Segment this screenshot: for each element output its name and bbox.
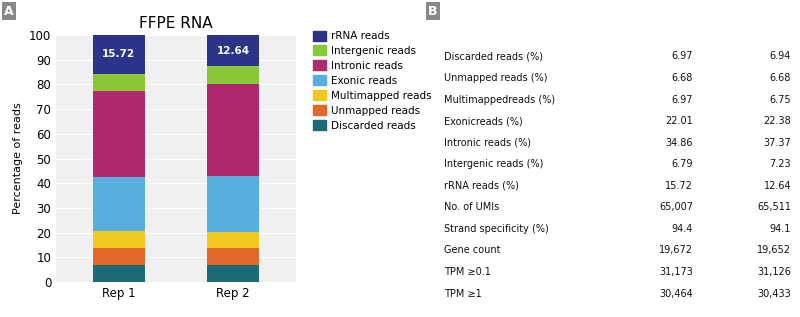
Text: No. of UMIs: No. of UMIs <box>444 202 499 212</box>
Bar <box>207 35 259 66</box>
Text: Discarded reads (%): Discarded reads (%) <box>444 51 543 61</box>
Bar <box>93 91 145 177</box>
Text: TPM ≥0.1: TPM ≥0.1 <box>444 267 491 277</box>
Text: 6.75: 6.75 <box>770 94 791 105</box>
Text: TPM ≥1: TPM ≥1 <box>444 288 482 299</box>
Text: 19,652: 19,652 <box>757 245 791 256</box>
Bar <box>93 249 145 265</box>
Text: Gene count: Gene count <box>444 245 501 256</box>
Text: 6.97: 6.97 <box>672 94 693 105</box>
Text: 37.37: 37.37 <box>763 138 791 148</box>
Title: FFPE RNA: FFPE RNA <box>139 16 213 31</box>
Bar <box>93 35 145 74</box>
Text: 7.23: 7.23 <box>770 159 791 169</box>
Text: 12.64: 12.64 <box>217 46 250 55</box>
Text: Intronic reads (%): Intronic reads (%) <box>444 138 531 148</box>
Text: Multimappedreads (%): Multimappedreads (%) <box>444 94 555 105</box>
Text: Unmapped reads (%): Unmapped reads (%) <box>444 73 548 83</box>
Text: 31,173: 31,173 <box>659 267 693 277</box>
Text: 6.68: 6.68 <box>672 73 693 83</box>
Y-axis label: Percentage of reads: Percentage of reads <box>14 103 23 214</box>
Bar <box>93 231 145 249</box>
Text: 34.86: 34.86 <box>666 138 693 148</box>
Text: Exonicreads (%): Exonicreads (%) <box>444 116 523 126</box>
Text: 22.38: 22.38 <box>763 116 791 126</box>
Bar <box>207 249 259 265</box>
Bar <box>93 265 145 282</box>
Text: 6.97: 6.97 <box>672 51 693 61</box>
Text: 31,126: 31,126 <box>758 267 791 277</box>
Text: 19,672: 19,672 <box>659 245 693 256</box>
Text: 30,464: 30,464 <box>659 288 693 299</box>
Text: 30,433: 30,433 <box>758 288 791 299</box>
Bar <box>207 232 259 249</box>
Text: 6.79: 6.79 <box>672 159 693 169</box>
Legend: rRNA reads, Intergenic reads, Intronic reads, Exonic reads, Multimapped reads, U: rRNA reads, Intergenic reads, Intronic r… <box>314 30 431 131</box>
Text: Replicate 1: Replicate 1 <box>627 29 693 39</box>
Bar <box>93 177 145 231</box>
Text: A: A <box>4 5 14 18</box>
Text: 6.68: 6.68 <box>770 73 791 83</box>
Bar <box>93 74 145 91</box>
Text: 22.01: 22.01 <box>666 116 693 126</box>
Text: 94.1: 94.1 <box>770 224 791 234</box>
Text: FFPE RNA: FFPE RNA <box>444 29 502 39</box>
Text: 94.4: 94.4 <box>672 224 693 234</box>
Text: Strand specificity (%): Strand specificity (%) <box>444 224 549 234</box>
Text: B: B <box>428 5 438 18</box>
Text: 15.72: 15.72 <box>666 181 693 191</box>
Text: 65,511: 65,511 <box>757 202 791 212</box>
Text: rRNA reads (%): rRNA reads (%) <box>444 181 519 191</box>
Text: 12.64: 12.64 <box>763 181 791 191</box>
Text: 15.72: 15.72 <box>102 49 135 59</box>
Bar <box>207 265 259 282</box>
Bar <box>207 84 259 177</box>
Text: Replicate 2: Replicate 2 <box>725 29 791 39</box>
Text: Intergenic reads (%): Intergenic reads (%) <box>444 159 543 169</box>
Text: 65,007: 65,007 <box>659 202 693 212</box>
Bar <box>207 66 259 84</box>
Text: 6.94: 6.94 <box>770 51 791 61</box>
Bar <box>207 177 259 232</box>
